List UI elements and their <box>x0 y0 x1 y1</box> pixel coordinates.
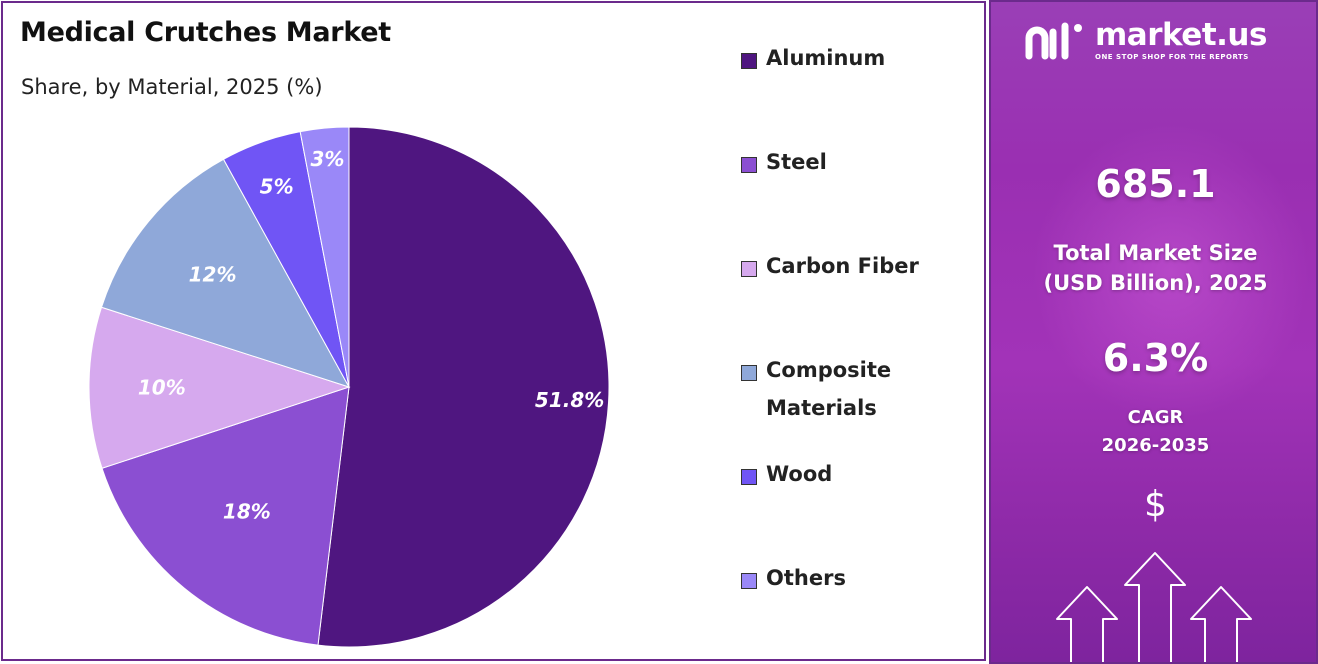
pie-slice-others <box>299 126 350 388</box>
summary-panel: market.us ONE STOP SHOP FOR THE REPORTS … <box>989 0 1318 664</box>
pie-chart: 51.8% 18% 10% 12% 5% 3% <box>88 126 610 648</box>
slice-label-wood: 5% <box>260 174 294 198</box>
legend-item-wood: Wood <box>741 462 946 493</box>
slice-label-steel: 18% <box>223 500 271 524</box>
brand-logo: market.us ONE STOP SHOP FOR THE REPORTS <box>1023 18 1267 62</box>
legend-swatch <box>741 365 757 381</box>
legend-label: Others <box>766 566 846 590</box>
slice-label-composite-materials: 12% <box>189 263 237 287</box>
brand-tagline: ONE STOP SHOP FOR THE REPORTS <box>1095 53 1249 61</box>
legend-swatch <box>741 53 757 69</box>
market-size-label-line1: Total Market Size <box>1053 241 1258 265</box>
legend-label: Carbon Fiber <box>766 254 919 278</box>
legend-swatch <box>741 573 757 589</box>
legend-label: Wood <box>766 462 833 486</box>
dollar-icon: $ <box>1144 484 1167 525</box>
chart-panel: Medical Crutches Market Share, by Materi… <box>1 1 986 661</box>
background-glow <box>1031 122 1311 422</box>
legend-label: Composite Materials <box>766 358 892 420</box>
chart-subtitle: Share, by Material, 2025 (%) <box>21 75 323 99</box>
legend-item-steel: Steel <box>741 150 946 181</box>
legend-item-carbon-fiber: Carbon Fiber <box>741 254 946 285</box>
chart-legend: Aluminum Steel Carbon Fiber Composite Mater… <box>741 3 981 663</box>
legend-swatch <box>741 157 757 173</box>
legend-item-aluminum: Aluminum <box>741 46 946 77</box>
cagr-value: 6.3% <box>1102 336 1209 380</box>
pie-slice-steel <box>101 386 350 646</box>
pie-slice-aluminum <box>317 126 610 648</box>
logo-mark-icon <box>1025 22 1082 60</box>
chart-title: Medical Crutches Market <box>20 17 391 48</box>
market-size-label-line2: (USD Billion), 2025 <box>1043 271 1268 295</box>
slice-label-carbon-fiber: 10% <box>138 376 186 400</box>
market-size-value: 685.1 <box>1095 162 1216 206</box>
slice-label-others: 3% <box>310 147 344 171</box>
slice-label-aluminum: 51.8% <box>535 388 604 412</box>
brand-name: market.us <box>1095 17 1267 53</box>
legend-label: Aluminum <box>766 46 886 70</box>
pie-slice-composite-materials <box>100 158 351 388</box>
legend-swatch <box>741 261 757 277</box>
pie-slice-carbon-fiber <box>88 306 351 469</box>
cagr-label-line2: 2026-2035 <box>1101 435 1210 456</box>
legend-label: Steel <box>766 150 827 174</box>
legend-item-composite-materials: Composite Materials <box>741 358 946 427</box>
cagr-label-line1: CAGR <box>1127 407 1184 428</box>
legend-swatch <box>741 469 757 485</box>
legend-item-others: Others <box>741 566 946 597</box>
growth-arrows-icon <box>1056 552 1252 662</box>
